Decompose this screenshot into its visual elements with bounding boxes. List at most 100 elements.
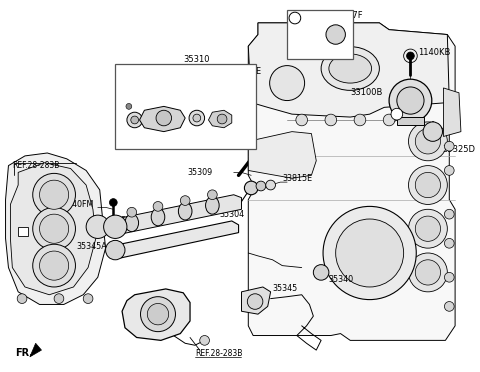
Text: 31337F: 31337F	[331, 11, 362, 20]
Circle shape	[270, 65, 305, 100]
Circle shape	[131, 116, 139, 124]
Polygon shape	[444, 88, 461, 137]
Polygon shape	[248, 23, 455, 340]
Text: 33100B: 33100B	[350, 88, 382, 97]
Text: REF.28-283B: REF.28-283B	[195, 349, 242, 357]
Text: 35312H: 35312H	[216, 78, 247, 87]
Text: 35340: 35340	[329, 275, 354, 284]
Text: 35309: 35309	[187, 168, 212, 177]
Circle shape	[415, 260, 441, 285]
Polygon shape	[122, 289, 190, 340]
Circle shape	[207, 190, 217, 200]
Circle shape	[33, 207, 75, 250]
Ellipse shape	[151, 208, 165, 226]
Circle shape	[444, 238, 454, 248]
Circle shape	[106, 240, 125, 260]
Ellipse shape	[125, 214, 139, 232]
Polygon shape	[248, 23, 449, 117]
Circle shape	[127, 207, 137, 217]
Circle shape	[127, 112, 143, 128]
Circle shape	[296, 114, 308, 126]
Circle shape	[141, 297, 176, 332]
Circle shape	[217, 114, 227, 124]
Circle shape	[389, 79, 432, 122]
Text: 35312: 35312	[129, 78, 154, 87]
Circle shape	[383, 114, 395, 126]
Circle shape	[325, 114, 336, 126]
Circle shape	[247, 294, 263, 309]
Circle shape	[33, 173, 75, 216]
Circle shape	[415, 129, 441, 154]
Circle shape	[153, 202, 163, 211]
Text: 35345: 35345	[273, 285, 298, 294]
Circle shape	[189, 110, 204, 126]
Circle shape	[193, 114, 201, 122]
Circle shape	[109, 199, 117, 206]
Circle shape	[391, 108, 403, 120]
Bar	[287, 10, 353, 59]
Circle shape	[336, 219, 404, 287]
Circle shape	[415, 172, 441, 198]
Bar	[18, 227, 28, 235]
Polygon shape	[115, 221, 239, 258]
Circle shape	[104, 215, 127, 238]
Polygon shape	[30, 343, 41, 357]
Text: 35312J: 35312J	[127, 129, 155, 138]
Circle shape	[54, 294, 64, 304]
Polygon shape	[6, 153, 106, 304]
Text: a: a	[293, 15, 297, 21]
Text: a: a	[395, 112, 399, 117]
Text: 1140KB: 1140KB	[418, 48, 451, 57]
Bar	[397, 117, 424, 125]
Text: 35325D: 35325D	[443, 145, 476, 154]
Circle shape	[415, 216, 441, 241]
Circle shape	[313, 264, 329, 280]
Text: REF.28-283B: REF.28-283B	[12, 161, 60, 170]
Circle shape	[156, 110, 171, 126]
Circle shape	[39, 251, 69, 280]
Circle shape	[83, 294, 93, 304]
Text: 35310: 35310	[183, 55, 210, 64]
Text: 1140FM: 1140FM	[62, 200, 94, 209]
Circle shape	[39, 214, 69, 243]
Circle shape	[326, 25, 346, 44]
Circle shape	[397, 87, 424, 114]
Polygon shape	[115, 195, 241, 234]
Circle shape	[444, 302, 454, 311]
Circle shape	[39, 180, 69, 209]
Circle shape	[408, 253, 447, 292]
Ellipse shape	[329, 54, 372, 83]
Polygon shape	[248, 132, 316, 178]
Circle shape	[444, 141, 454, 151]
Bar	[115, 64, 256, 149]
Text: 33815E: 33815E	[282, 174, 312, 183]
Circle shape	[323, 206, 416, 299]
Circle shape	[408, 166, 447, 205]
Text: 35342: 35342	[111, 217, 137, 225]
Circle shape	[408, 209, 447, 248]
Text: 33815E: 33815E	[232, 67, 262, 76]
Circle shape	[200, 336, 209, 345]
Polygon shape	[140, 106, 185, 132]
Circle shape	[444, 209, 454, 219]
Circle shape	[407, 52, 414, 60]
Polygon shape	[208, 110, 232, 128]
Circle shape	[147, 304, 168, 325]
Circle shape	[408, 122, 447, 161]
Text: FR.: FR.	[15, 348, 33, 358]
Text: 35304: 35304	[219, 210, 244, 219]
Text: a: a	[293, 15, 297, 21]
Circle shape	[444, 272, 454, 282]
Circle shape	[444, 166, 454, 175]
Ellipse shape	[244, 181, 258, 195]
Circle shape	[33, 244, 75, 287]
Text: 35345A: 35345A	[77, 242, 108, 251]
Ellipse shape	[179, 202, 192, 220]
Circle shape	[17, 294, 27, 304]
Circle shape	[354, 114, 366, 126]
Circle shape	[180, 196, 190, 205]
Circle shape	[256, 181, 266, 191]
Polygon shape	[11, 163, 96, 295]
Polygon shape	[241, 287, 271, 314]
Circle shape	[289, 12, 301, 24]
